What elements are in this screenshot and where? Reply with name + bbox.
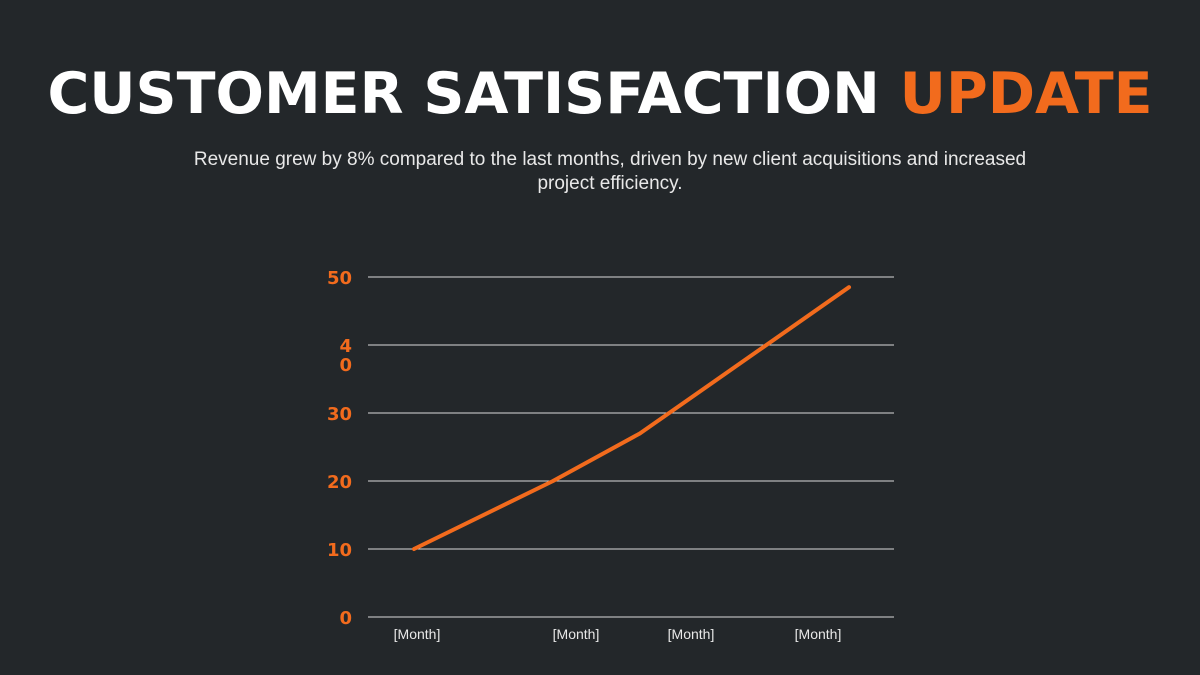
- y-tick-label: 30: [327, 404, 352, 425]
- subtitle: Revenue grew by 8% compared to the last …: [193, 149, 1027, 194]
- data-point: [551, 479, 555, 483]
- x-tick-label: [Month]: [795, 626, 842, 642]
- title-accent: UPDATE: [899, 61, 1153, 127]
- data-point: [412, 547, 416, 551]
- y-tick-label: 10: [327, 540, 352, 561]
- y-tick-label: 50: [327, 268, 352, 289]
- y-tick-label: 0: [339, 608, 352, 629]
- y-tick-label: 20: [327, 472, 352, 493]
- data-point: [847, 285, 851, 290]
- title-main: CUSTOMER SATISFACTION: [47, 61, 880, 127]
- series-line: [412, 285, 851, 551]
- page-title: CUSTOMER SATISFACTION UPDATE: [0, 56, 1200, 132]
- data-point: [638, 431, 642, 436]
- x-tick-label: [Month]: [394, 626, 441, 642]
- x-tick-label: [Month]: [553, 626, 600, 642]
- x-tick-label: [Month]: [668, 626, 715, 642]
